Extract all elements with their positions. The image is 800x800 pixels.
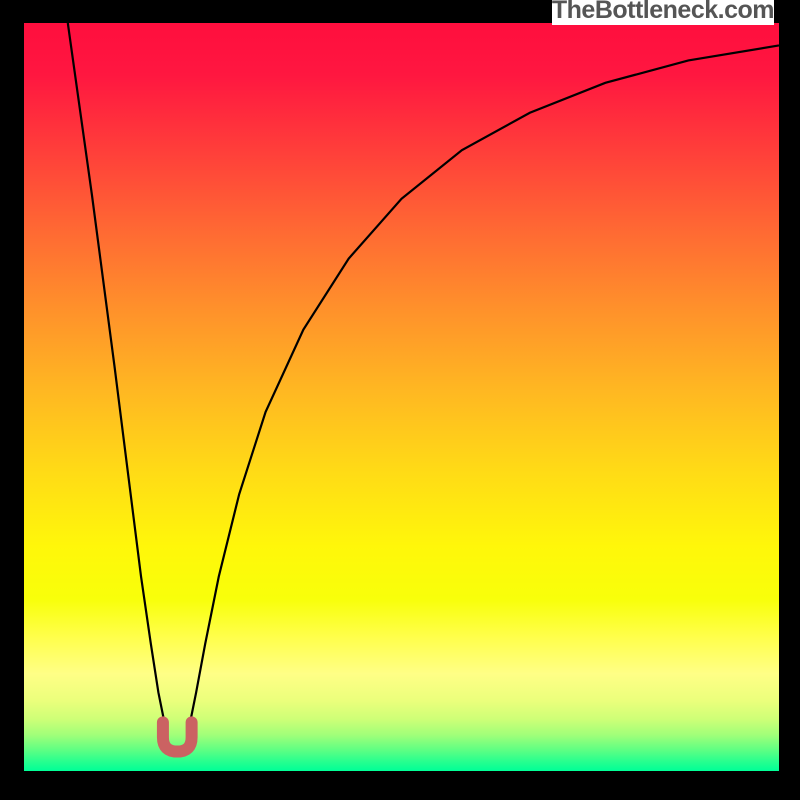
chart-svg [24, 23, 779, 771]
plot-area [24, 23, 779, 771]
gradient-background [24, 23, 779, 771]
watermark-text: TheBottleneck.com [552, 0, 774, 25]
chart-frame: TheBottleneck.com [0, 0, 800, 800]
